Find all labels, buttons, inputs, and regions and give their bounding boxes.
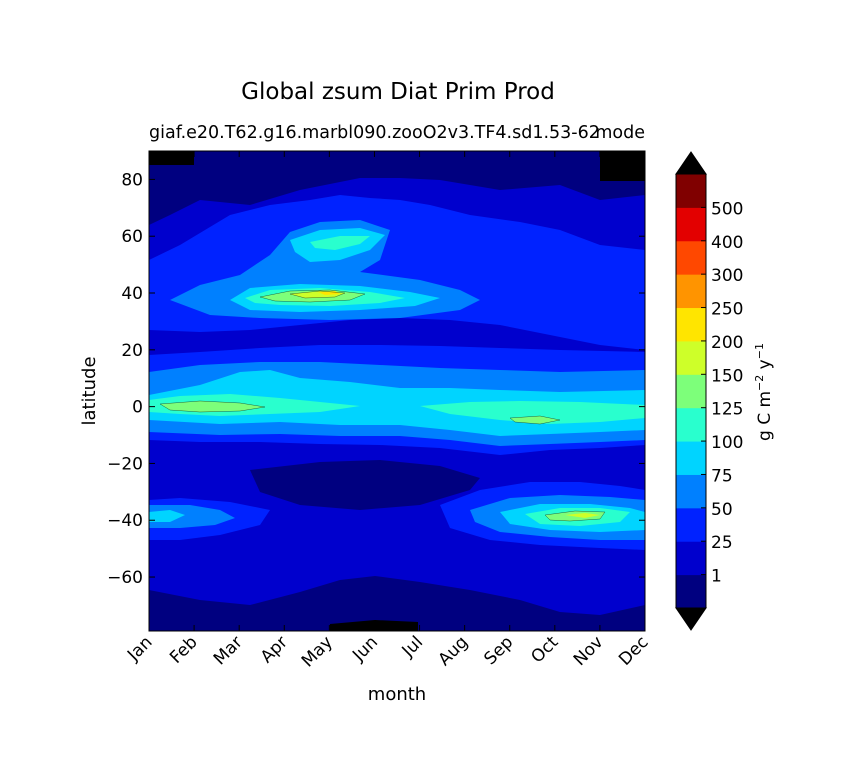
colorbar-swatch [676,274,706,309]
y-tick-label: 80 [121,170,143,190]
y-tick-label: 0 [132,398,143,418]
y-axis-label: latitude [79,356,100,425]
colorbar-tick-label: 150 [711,366,743,386]
y-tick-label: 60 [121,227,143,247]
colorbar-swatch [676,541,706,576]
y-tick-label: −60 [107,568,143,588]
contour-under-nw [149,151,194,165]
contour-band-antarctic-low [149,576,645,631]
x-tick-label: Sep [480,632,517,669]
contour-band-equator-125 [160,401,265,412]
chart-subtitle-case: giaf.e20.T62.g16.marbl090.zooO2v3.TF4.sd… [149,123,600,143]
colorbar-tick-label: 75 [711,466,733,486]
colorbar-extend-under [675,607,707,631]
colorbar-frame [675,173,707,609]
x-tick-label: Jan [123,632,156,665]
contour-band-arctic-low [149,151,645,225]
colorbar-swatch [676,574,706,609]
x-tick-label: Nov [570,632,608,670]
plot-frame [148,150,646,632]
colorbar-tick-label: 200 [711,333,743,353]
x-tick-label: Jun [348,632,382,666]
contour-band-south-150-east [565,513,600,518]
contour-lines [159,289,606,522]
x-tick-label: Aug [435,632,473,670]
chart-title: Global zsum Diat Prim Prod [241,79,555,105]
contour-band-60n-100 [310,236,370,250]
colorbar-swatch [676,374,706,409]
contour-under-ne [600,151,645,181]
contour-plot-area [149,151,645,631]
x-tick-label: Jul [398,632,427,661]
colorbar-swatch [676,474,706,509]
colorbar-label: g C m−2 y−1 [753,343,775,441]
colorbar-tick-label: 500 [711,199,743,219]
y-tick-label: −20 [107,454,143,474]
colorbar-tick-label: 50 [711,500,733,520]
colorbar-swatch [676,207,706,242]
colorbar-tick-label: 25 [711,533,733,553]
y-tick-label: −40 [107,511,143,531]
colorbar-extend-over [675,151,707,175]
x-tick-label: Dec [615,632,652,669]
x-tick-label: Apr [257,632,292,667]
colorbar-tick-label: 300 [711,266,743,286]
x-tick-label: May [298,632,337,671]
y-axis: 80 60 40 20 0 −20 −40 −60 [107,170,645,588]
contour-band-equator-100-east [420,401,645,424]
contour-band-south-subtropic-low [250,460,480,510]
x-axis-label: month [368,684,426,705]
x-tick-label: Feb [166,632,201,667]
colorbar-tick-label: 400 [711,233,743,253]
x-tick-label: Mar [210,632,247,669]
colorbar-swatch [676,441,706,475]
colorbar-swatch [676,240,706,275]
x-tick-label: Oct [527,632,562,667]
colorbar-swatch [676,174,706,208]
colorbar-swatch [676,407,706,442]
colorbar-swatch [676,507,706,542]
colorbar-swatch [676,307,706,342]
y-tick-label: 40 [121,284,143,304]
colorbar-tick-label: 250 [711,300,743,320]
y-tick-label: 20 [121,341,143,361]
colorbar-tick-label: 100 [711,433,743,453]
colorbar-tick-label: 125 [711,400,743,420]
contour-band-south-75 [149,510,185,522]
contour-band-equator-125-east [510,416,560,424]
chart-subtitle-mode: mode [595,123,645,143]
colorbar-swatch [676,340,706,375]
colorbar-tick-label: 1 [711,567,722,587]
